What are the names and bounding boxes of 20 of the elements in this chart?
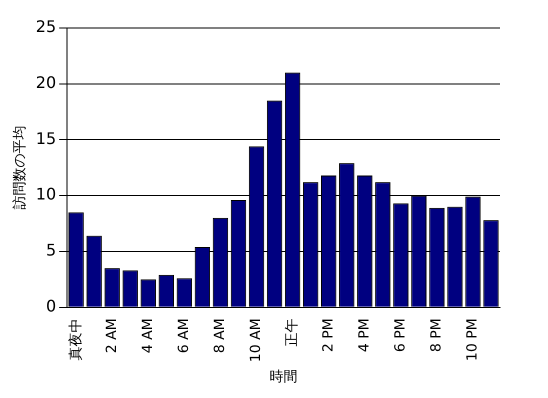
x-tick-label: 4 PM	[356, 318, 372, 352]
x-tick-label: 8 PM	[428, 318, 445, 352]
x-tick-label: 8 AM	[212, 318, 228, 354]
y-tick-label: 0	[46, 296, 56, 316]
x-tick-label: 6 PM	[392, 318, 408, 352]
x-tick-label: 2 PM	[320, 318, 336, 352]
x-tick-label: 正午	[284, 318, 300, 346]
x-tick-label: 4 AM	[140, 318, 156, 354]
x-tick-label: 真夜中	[68, 318, 84, 360]
y-tick-label: 10	[36, 184, 56, 204]
y-tick-label: 20	[36, 73, 56, 92]
y-tick-label: 15	[36, 128, 56, 148]
y-axis-title: 訪問数の平均	[12, 126, 28, 210]
x-tick-label: 6 AM	[176, 318, 192, 354]
x-tick-label: 10 AM	[248, 318, 264, 362]
x-tick-label: 2 AM	[104, 318, 120, 354]
y-tick-label: 25	[36, 17, 56, 36]
x-axis-title: 時間	[270, 369, 298, 386]
x-tick-label: 10 PM	[464, 318, 481, 362]
y-tick-label: 5	[46, 240, 56, 260]
